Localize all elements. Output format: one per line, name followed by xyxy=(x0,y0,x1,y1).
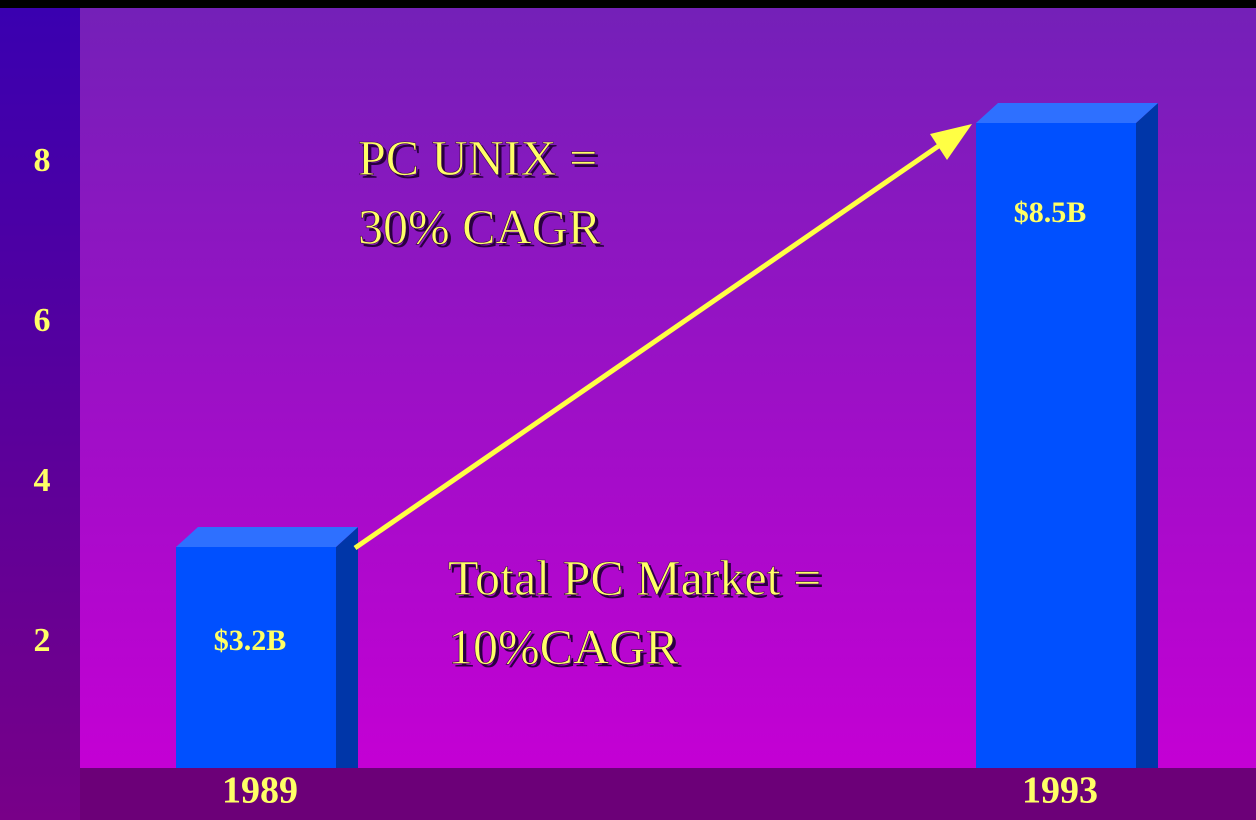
bar-top xyxy=(176,527,358,547)
annotation-shadow: 30% CAGR xyxy=(361,201,605,257)
x-tick-label: 1993 xyxy=(1022,770,1098,812)
annotation-shadow: PC UNIX = xyxy=(361,132,600,188)
bar-front xyxy=(976,123,1136,803)
arrow-head xyxy=(930,124,972,160)
value-label: $8.5B xyxy=(1014,196,1087,229)
bar-side xyxy=(336,527,358,803)
arrow-line xyxy=(353,142,942,551)
y-tick-label: 2 xyxy=(34,622,51,659)
annotation-shadow: Total PC Market = xyxy=(451,552,824,608)
annotation: 10%CAGR xyxy=(448,618,679,674)
annotation: Total PC Market = xyxy=(448,549,821,605)
bar-front xyxy=(176,547,336,803)
bar xyxy=(176,527,358,803)
floor-strip xyxy=(80,768,1256,820)
y-tick-label: 8 xyxy=(34,142,51,179)
x-tick-label: 1989 xyxy=(222,770,298,812)
bar-top xyxy=(976,103,1158,123)
bar xyxy=(976,103,1158,803)
value-label: $3.2B xyxy=(214,624,287,657)
axis-strip xyxy=(0,8,80,820)
annotation: 30% CAGR xyxy=(358,198,602,254)
y-tick-label: 4 xyxy=(34,462,51,499)
annotation: PC UNIX = xyxy=(358,129,597,185)
annotation-shadow: 10%CAGR xyxy=(451,621,682,677)
bar-side xyxy=(1136,103,1158,803)
bars xyxy=(176,103,1158,803)
y-tick-label: 6 xyxy=(34,302,51,339)
